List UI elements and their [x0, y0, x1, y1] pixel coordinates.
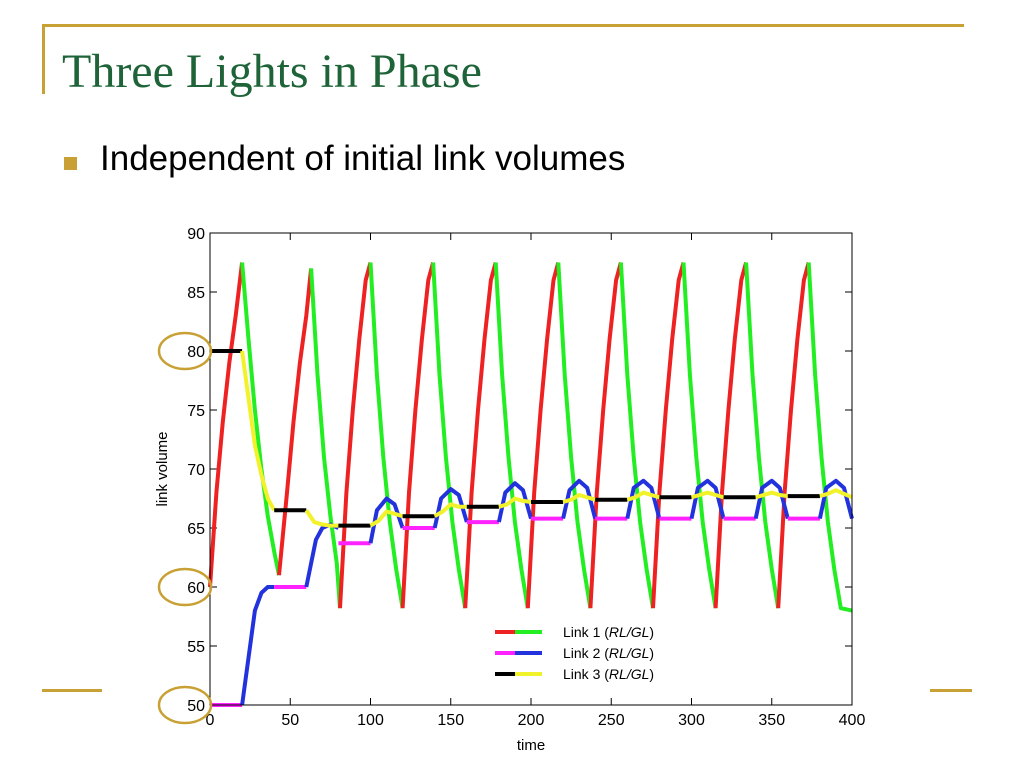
y-ticks: 50 55 60 65 70 75 80 85 90 [187, 226, 852, 715]
series-segment-red [525, 261, 561, 609]
highlight-circle [157, 567, 213, 607]
series-segment-yellow [690, 490, 725, 500]
legend-entry-label: Link 3 (RL/GL) [563, 666, 654, 682]
plot-frame [209, 232, 853, 706]
series-segment-green [493, 262, 530, 609]
bullet-text: Independent of initial link volumes [100, 139, 626, 178]
highlight-circles [157, 331, 213, 725]
y-tick-label: 55 [187, 639, 205, 656]
series-segment-yellow [369, 509, 404, 528]
legend: Link 1 (RL/GL) Link 2 (RL/GL) Link 3 (RL/G… [495, 624, 654, 682]
series-segment-yellow [433, 502, 467, 518]
series-segment-yellow [626, 490, 660, 502]
series-segment-red [588, 261, 623, 609]
y-tick-label: 90 [187, 226, 205, 243]
series-segment-blue [432, 487, 469, 529]
y-tick-label: 50 [187, 698, 205, 715]
x-tick-label: 350 [758, 712, 785, 729]
x-tick-label: 200 [518, 712, 545, 729]
series-segment-green [806, 262, 853, 613]
slide-frame-top [42, 24, 964, 27]
series-segment-yellow [755, 490, 789, 500]
series-segment-yellow [304, 509, 339, 528]
x-axis-label: time [517, 737, 545, 754]
series-segment-red [277, 268, 314, 576]
x-tick-label: 100 [357, 712, 384, 729]
x-tick-label: 150 [437, 712, 464, 729]
series-segment-red [338, 261, 373, 609]
series-segment-yellow [240, 350, 276, 512]
slide-frame-bottom-right [930, 689, 972, 692]
x-tick-label: 0 [206, 712, 215, 729]
x-tick-label: 250 [598, 712, 625, 729]
slide-frame-bottom-left [42, 689, 102, 692]
series-segment-red [776, 261, 811, 609]
series-segment-green [556, 262, 593, 609]
bullet-marker [64, 157, 77, 170]
y-tick-label: 75 [187, 403, 205, 420]
series-segment-red [400, 261, 436, 609]
series-segment-green [368, 262, 405, 609]
series-link-3 [210, 349, 853, 528]
y-tick-label: 85 [187, 285, 205, 302]
slide-title: Three Lights in Phase [62, 45, 482, 98]
legend-entry-label: Link 1 (RL/GL) [563, 624, 654, 640]
highlight-circle [157, 685, 213, 725]
series-segment-green [309, 268, 342, 609]
x-tick-label: 400 [839, 712, 866, 729]
y-tick-label: 65 [187, 521, 205, 538]
series-segment-yellow [562, 493, 596, 504]
x-tick-label: 50 [281, 712, 299, 729]
series-segment-green [618, 262, 655, 609]
y-tick-label: 60 [187, 580, 205, 597]
series-segment-blue [240, 585, 275, 706]
legend-entry-label: Link 2 (RL/GL) [563, 645, 654, 661]
y-axis-label: link volume [154, 431, 171, 506]
x-ticks: 0 50 100 150 200 250 300 350 400 [206, 233, 866, 729]
x-tick-label: 300 [678, 712, 705, 729]
y-tick-label: 70 [187, 462, 205, 479]
highlight-circle [157, 331, 213, 371]
series-segment-yellow [819, 488, 853, 500]
series-segment-yellow [498, 496, 532, 509]
y-tick-label: 80 [187, 344, 205, 361]
series-segment-red [208, 262, 245, 588]
slide-frame-left [42, 24, 45, 94]
series-segment-red [463, 261, 498, 609]
series-lines [208, 261, 854, 707]
series-segment-blue [817, 478, 854, 520]
